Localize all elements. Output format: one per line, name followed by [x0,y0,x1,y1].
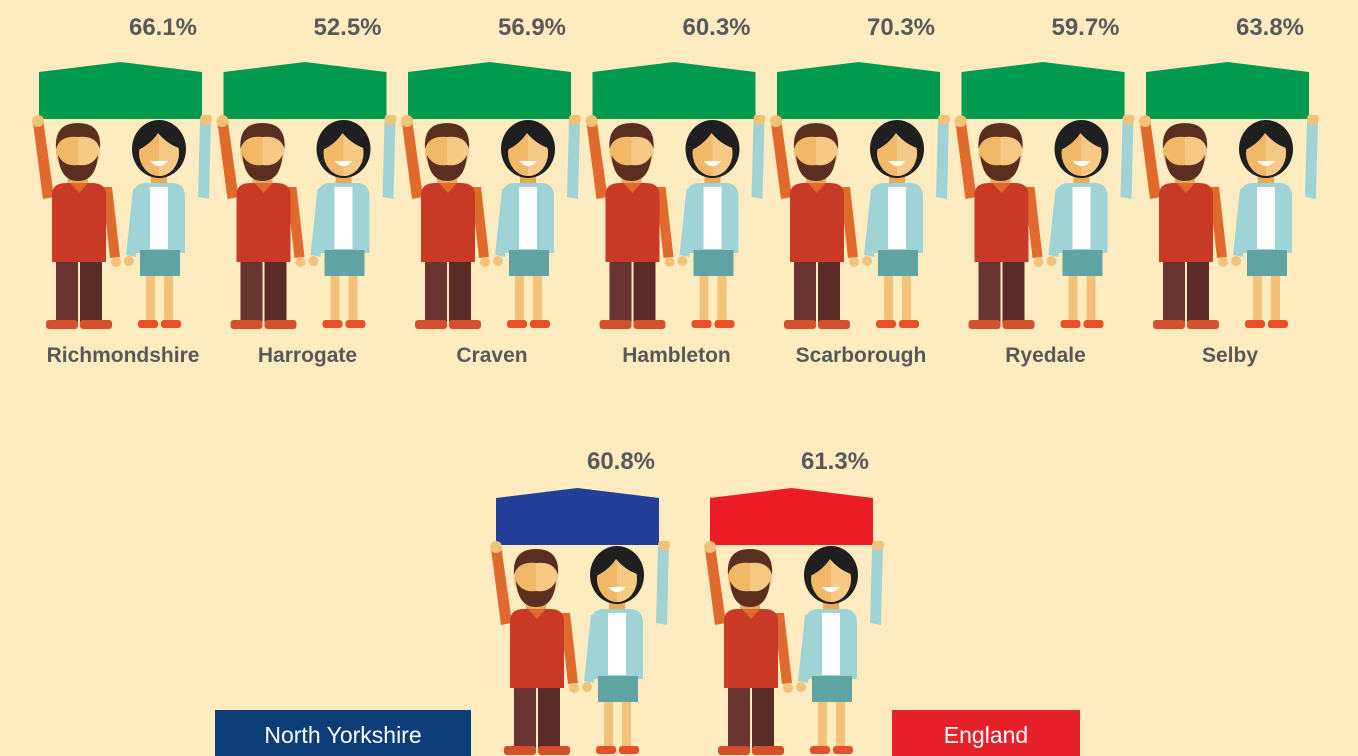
people-figure [32,113,212,329]
district-name: Harrogate [258,344,357,367]
district-name: Richmondshire [47,344,200,367]
legend-label: North Yorkshire [264,722,421,748]
banner [962,62,1125,119]
people-figure [770,113,950,329]
people-figure [704,539,884,755]
banner [408,62,571,119]
people-figure [586,113,766,329]
percentage-label: 59.7% [1051,14,1119,41]
people-figure [490,539,670,755]
district-name: Ryedale [1005,344,1086,367]
legend-label: England [944,722,1028,748]
percentage-label: 52.5% [313,14,381,41]
banner [1146,62,1309,119]
district-name: Scarborough [796,344,927,367]
percentage-label: 61.3% [801,448,869,475]
people-figure [217,113,397,329]
banner [777,62,940,119]
banner [593,62,756,119]
banner [710,488,873,545]
infographic: 66.1% Richmondshire 52.5% Harrogate 56.9% Cra… [0,0,1358,756]
people-figure [401,113,581,329]
percentage-label: 60.3% [682,14,750,41]
people-figure [1139,113,1319,329]
people-figure [955,113,1135,329]
banner [224,62,387,119]
district-name: Hambleton [622,344,731,367]
district-name: Craven [456,344,527,367]
banner [39,62,202,119]
page: 66.1% Richmondshire 52.5% Harrogate 56.9% Cra… [0,0,1358,756]
percentage-label: 60.8% [587,448,655,475]
percentage-label: 66.1% [129,14,197,41]
percentage-label: 56.9% [498,14,566,41]
banner [496,488,659,545]
district-name: Selby [1202,344,1258,367]
percentage-label: 70.3% [867,14,935,41]
percentage-label: 63.8% [1236,14,1304,41]
